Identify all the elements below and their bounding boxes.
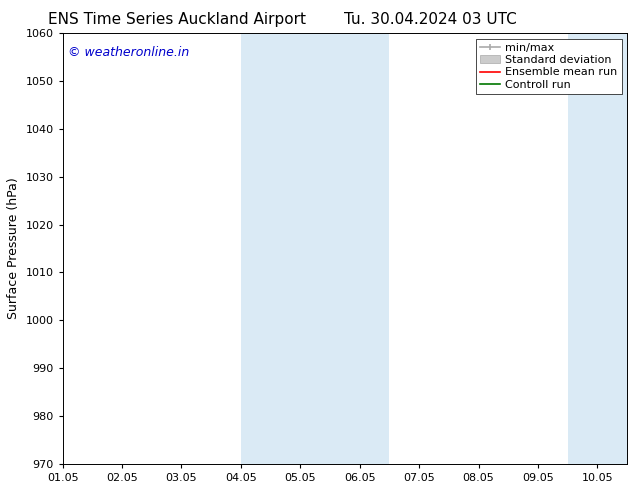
Bar <box>567 33 627 464</box>
Text: © weatheronline.in: © weatheronline.in <box>68 46 190 59</box>
Text: ENS Time Series Auckland Airport: ENS Time Series Auckland Airport <box>48 12 306 27</box>
Y-axis label: Surface Pressure (hPa): Surface Pressure (hPa) <box>7 178 20 319</box>
Bar <box>241 33 389 464</box>
Text: Tu. 30.04.2024 03 UTC: Tu. 30.04.2024 03 UTC <box>344 12 517 27</box>
Legend: min/max, Standard deviation, Ensemble mean run, Controll run: min/max, Standard deviation, Ensemble me… <box>476 39 621 94</box>
